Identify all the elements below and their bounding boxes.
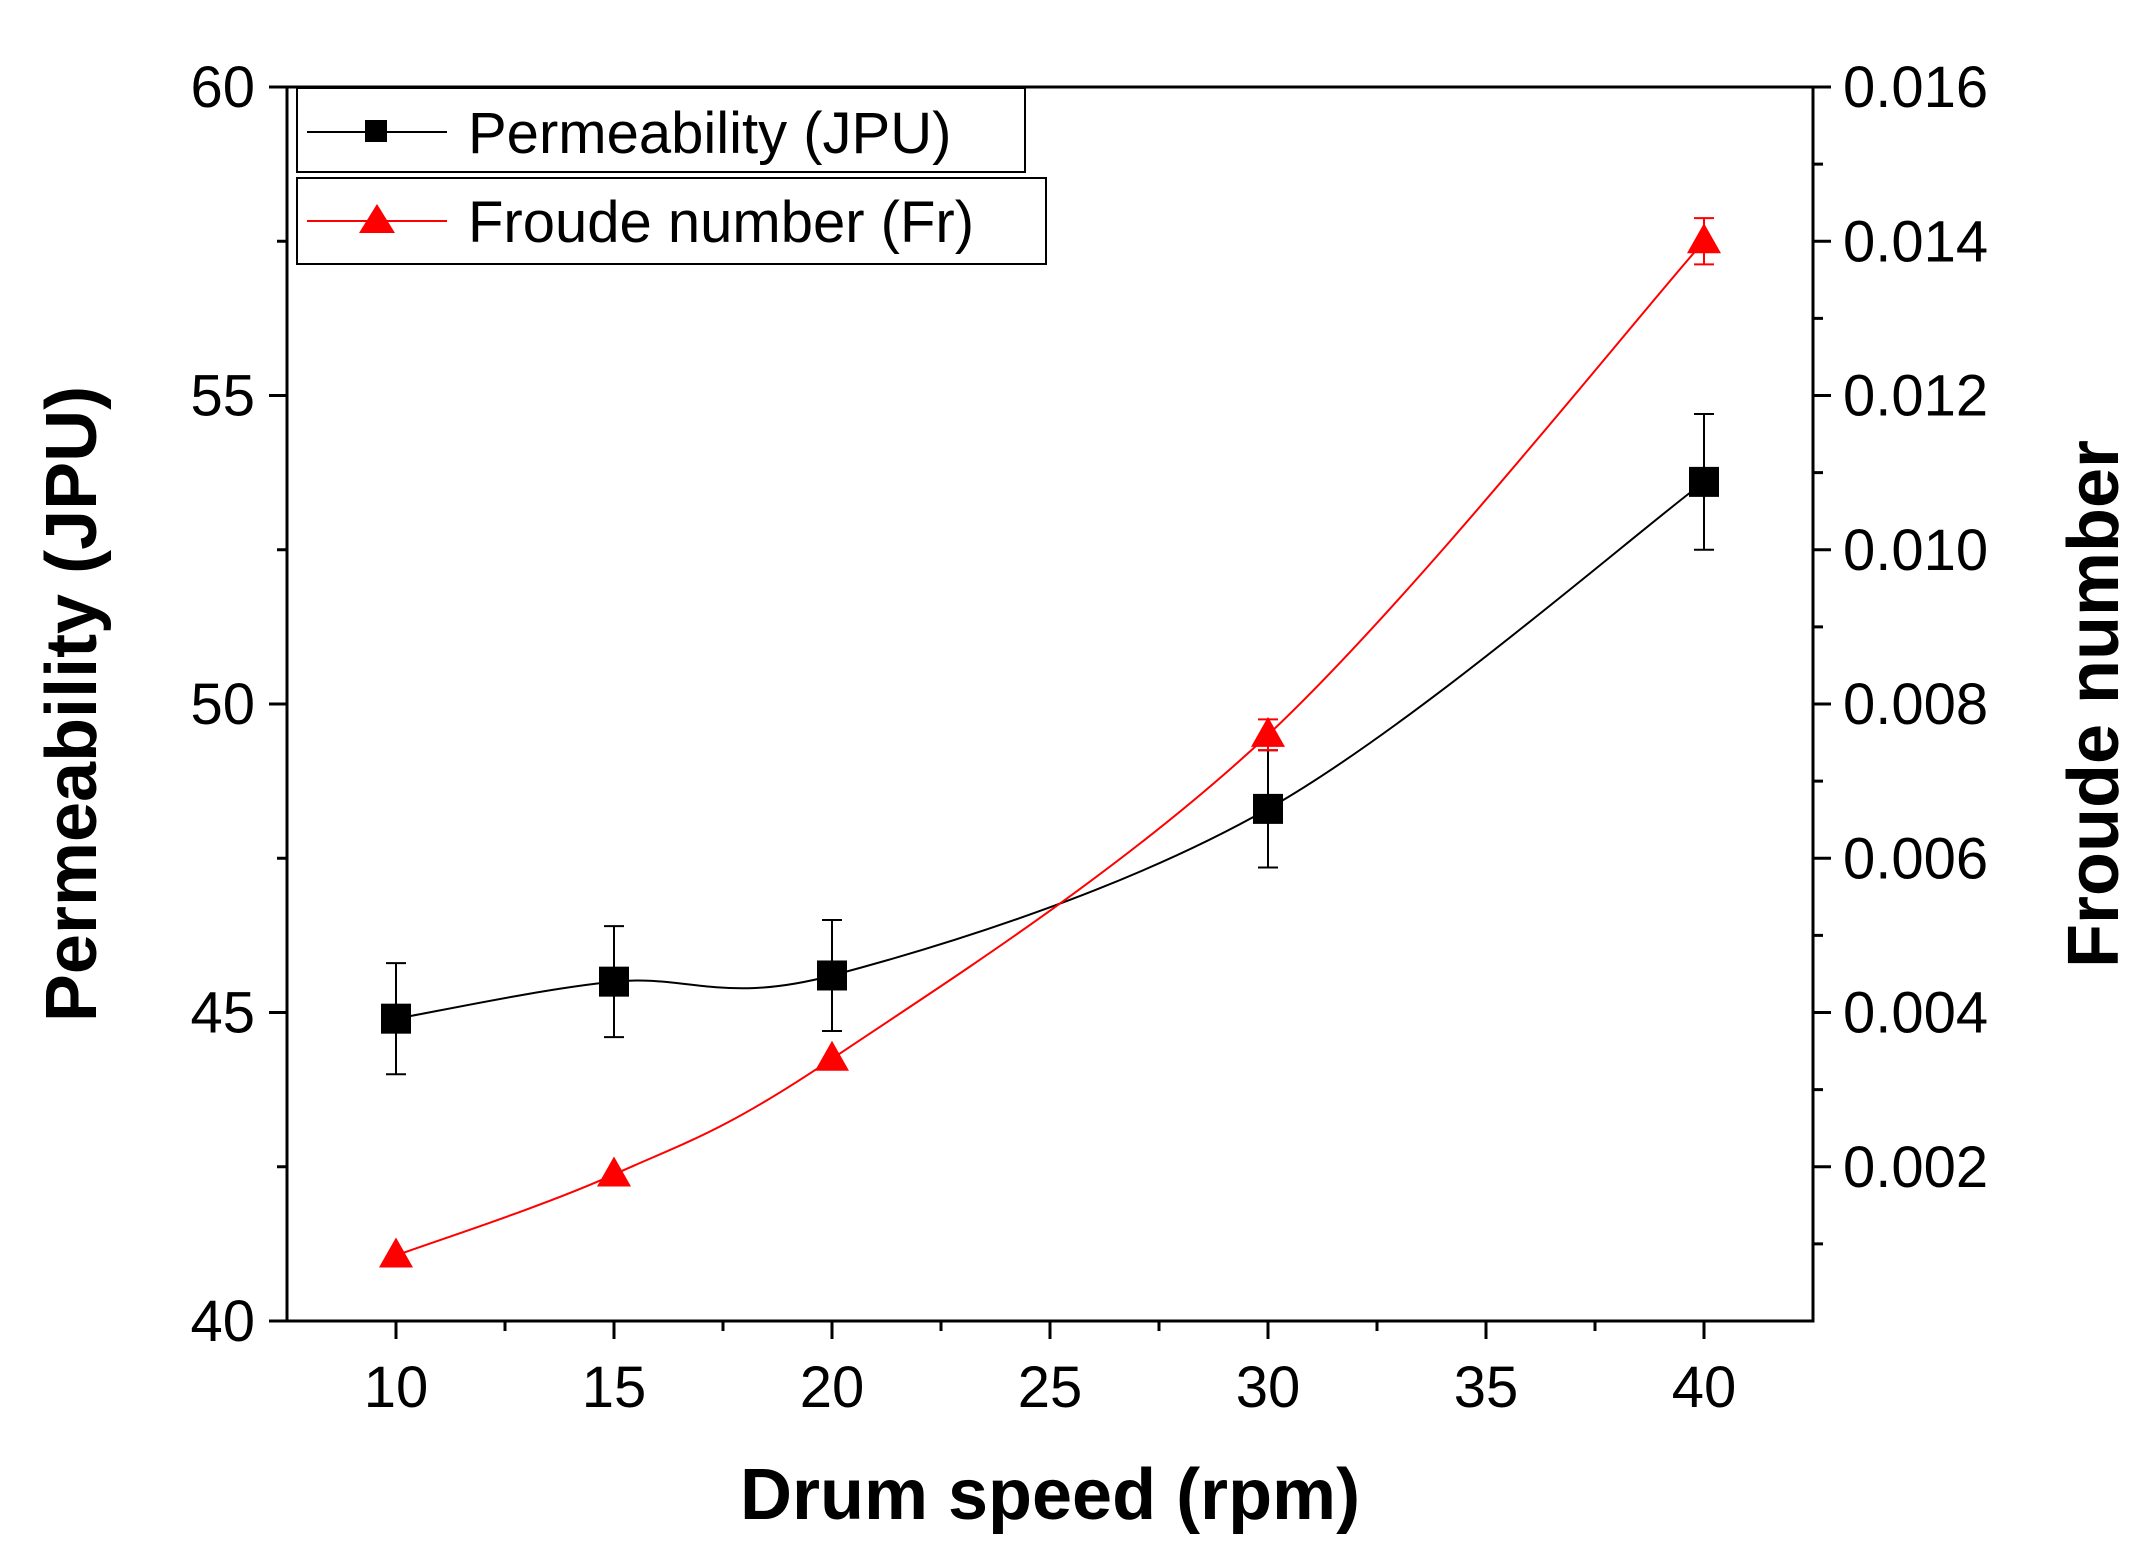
permeability-data-point	[381, 1003, 411, 1034]
legend-marker-froude	[359, 204, 395, 233]
x-tick-label: 40	[1672, 1355, 1737, 1420]
y-axis-title: Permeability (JPU)	[32, 386, 112, 1022]
froude-data-point	[1687, 223, 1721, 254]
y2-tick-label: 0.010	[1843, 518, 1988, 583]
series-layer	[379, 217, 1721, 1268]
x-tick-label: 25	[1018, 1355, 1083, 1420]
x-tick-label: 15	[582, 1355, 647, 1420]
x-tick-label: 10	[364, 1355, 429, 1420]
froude-data-point	[815, 1040, 849, 1071]
ticks-layer: 10 15 20 25 30 35 40 40 45 50 55 60 0.002 0.004 0.006 0…	[190, 55, 1988, 1420]
froude-data-point	[1251, 716, 1285, 747]
legend-marker-permeability	[365, 120, 387, 142]
permeability-data-point	[599, 966, 629, 997]
x-tick-label: 30	[1236, 1355, 1301, 1420]
y2-tick-label: 0.014	[1843, 209, 1988, 274]
y2-tick-label: 0.006	[1843, 826, 1988, 891]
x-axis-title: Drum speed (rpm)	[740, 1455, 1360, 1535]
legend-box-permeability	[296, 87, 1026, 173]
y-tick-label: 55	[190, 364, 255, 429]
y-tick-label: 45	[190, 981, 255, 1046]
permeability-series-line	[395, 481, 1705, 1020]
permeability-data-point	[1689, 466, 1719, 497]
froude-data-point	[379, 1237, 413, 1268]
y-tick-label: 50	[190, 672, 255, 737]
x-tick-label: 35	[1454, 1355, 1519, 1420]
y2-tick-label: 0.012	[1843, 364, 1988, 429]
legend-label-permeability: Permeability (JPU)	[468, 101, 951, 166]
legend-label-froude: Froude number (Fr)	[468, 190, 974, 255]
y2-tick-label: 0.002	[1843, 1135, 1988, 1200]
froude-series-line	[395, 240, 1705, 1257]
plot-frame	[285, 85, 1815, 1323]
permeability-data-point	[1253, 793, 1283, 824]
x-tick-label: 20	[800, 1355, 865, 1420]
froude-data-point	[597, 1156, 631, 1187]
y2-tick-label: 0.004	[1843, 981, 1988, 1046]
y2-tick-label: 0.008	[1843, 672, 1988, 737]
legend: Permeability (JPU) Froude number (Fr)	[296, 87, 1047, 265]
permeability-data-point	[817, 960, 847, 991]
y-tick-label: 40	[190, 1289, 255, 1354]
y-tick-label: 60	[190, 55, 255, 120]
y2-tick-label: 0.016	[1843, 55, 1988, 120]
y2-axis-title: Froude number	[2054, 440, 2134, 968]
